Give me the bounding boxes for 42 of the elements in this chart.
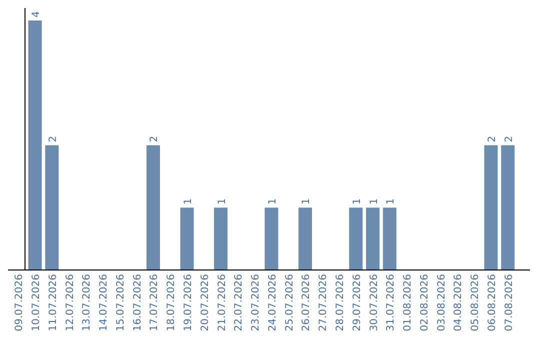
x-tick-label: 15.07.2026: [115, 274, 126, 332]
x-tick-label: 14.07.2026: [98, 274, 110, 332]
x-tick-label: 28.07.2026: [334, 274, 346, 332]
data-label: 1: [352, 198, 363, 205]
x-tick-label: 16.07.2026: [132, 274, 144, 332]
x-tick-label: 12.07.2026: [64, 274, 76, 332]
x-tick-label: 13.07.2026: [82, 274, 93, 332]
x-tick-label: 17.07.2026: [149, 274, 160, 332]
x-tick-label: 31.07.2026: [386, 274, 397, 332]
x-tick-label: 29.07.2026: [352, 274, 363, 332]
x-tick-label: 11.07.2026: [48, 274, 59, 332]
data-label: 1: [267, 198, 278, 205]
data-label: 2: [486, 136, 498, 142]
x-tick-label: 05.08.2026: [470, 274, 482, 332]
x-tick-label: 10.07.2026: [31, 274, 42, 332]
x-tick-label: 30.07.2026: [368, 274, 380, 332]
data-label: 1: [368, 198, 380, 205]
data-label: 1: [386, 198, 397, 205]
x-tick-label: 23.07.2026: [250, 274, 262, 332]
x-tick-label: 24.07.2026: [267, 274, 278, 332]
data-label: 2: [504, 136, 515, 142]
data-label: 1: [216, 198, 228, 205]
x-tick-label: 09.07.2026: [14, 274, 26, 332]
x-tick-label: 07.08.2026: [504, 274, 515, 332]
x-tick-label: 20.07.2026: [200, 274, 211, 332]
x-tick-label: 04.08.2026: [453, 274, 464, 332]
x-tick-label: 22.07.2026: [234, 274, 245, 332]
x-tick-label: 21.07.2026: [216, 274, 228, 332]
x-tick-label: 18.07.2026: [166, 274, 178, 332]
data-label: 1: [183, 198, 194, 205]
x-tick-label: 03.08.2026: [436, 274, 448, 332]
data-label: 1: [301, 198, 312, 205]
x-tick-label: 06.08.2026: [486, 274, 498, 332]
data-label: 4: [31, 11, 42, 18]
x-tick-label: 19.07.2026: [183, 274, 194, 332]
x-tick-label: 01.08.2026: [402, 274, 414, 332]
x-tick-label: 26.07.2026: [301, 274, 312, 332]
x-tick-label: 27.07.2026: [318, 274, 330, 332]
x-tick-label: 25.07.2026: [284, 274, 296, 332]
data-label: 2: [48, 136, 59, 142]
x-tick-label: 02.08.2026: [419, 274, 430, 332]
data-label: 2: [149, 136, 160, 142]
